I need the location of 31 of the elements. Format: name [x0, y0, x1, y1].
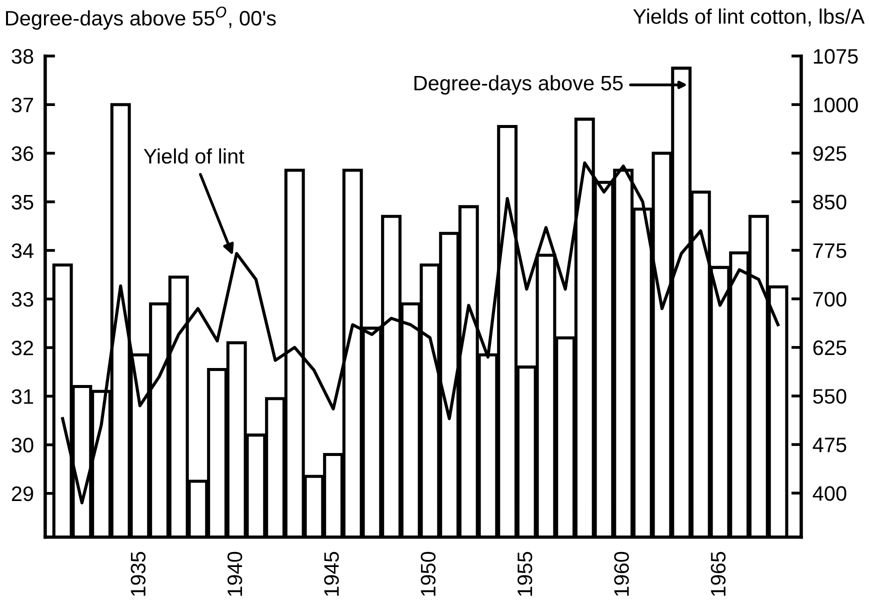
y-tick-label: 29 — [12, 486, 34, 502]
y-tick-label: 30 — [12, 438, 34, 453]
y2-tick-label: 1000 — [814, 98, 858, 112]
x-tick-label: 1960 — [614, 552, 629, 596]
annotation: Degree-days above 55 — [414, 75, 623, 95]
annotation: Yield of lint — [144, 148, 244, 164]
y2-tick-label: 475 — [812, 438, 846, 452]
x-tick-label: 1965 — [710, 552, 726, 596]
x-tick-label: 1940 — [227, 552, 242, 596]
y2-tick-label: 775 — [813, 244, 846, 258]
x-tick-label: 1950 — [420, 552, 436, 596]
y2-tick-label: 700 — [813, 292, 846, 307]
y-tick-label: 35 — [12, 194, 34, 210]
y2-tick-label: 550 — [813, 388, 846, 404]
y-tick-label: 31 — [12, 389, 34, 404]
x-tick-label: 1945 — [324, 552, 339, 596]
y-tick-label: 38 — [12, 49, 34, 64]
y-tick-label: 37 — [12, 98, 34, 112]
y2-tick-label: 1075 — [814, 49, 858, 64]
y-axis-title: Degree-days above 55$^{O}$, 00's — [6, 6, 276, 30]
y-tick-label: 36 — [12, 146, 34, 161]
y-tick-label: 34 — [12, 243, 34, 258]
y2-axis-title: Yields of lint cotton, lbs/A — [633, 8, 865, 26]
y2-tick-label: 850 — [813, 194, 846, 210]
x-tick-label: 1955 — [517, 552, 532, 596]
x-tick-label: 1935 — [130, 552, 146, 596]
y-tick-label: 32 — [12, 340, 34, 356]
y2-tick-label: 925 — [813, 146, 846, 161]
y2-tick-label: 400 — [812, 486, 846, 501]
y-tick-label: 33 — [12, 292, 34, 307]
y2-tick-label: 625 — [813, 340, 846, 356]
